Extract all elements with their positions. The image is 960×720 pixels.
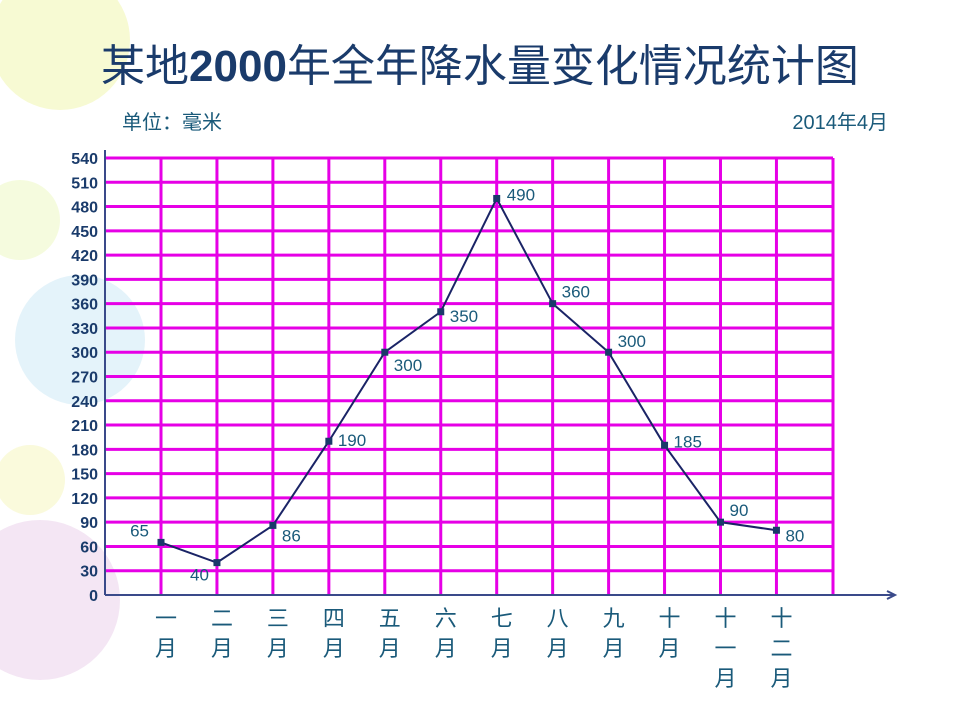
data-point-marker (213, 559, 221, 567)
data-label: 300 (618, 332, 646, 351)
x-category-label: 八 (547, 607, 569, 632)
data-label: 80 (785, 526, 804, 545)
y-axis-ticks: 0 30 60 90 120 150 180 210 240 270 300 330 360 390 420… (71, 151, 98, 605)
y-tick-label: 480 (71, 200, 98, 217)
precipitation-series: 65 40 86 190 300 350 490 360 300 185 90 80 (130, 185, 804, 584)
x-category-label: 十 (659, 607, 681, 632)
page-title: 某地2000年全年降水量变化情况统计图 (101, 41, 859, 92)
date-label: 2014年4月 (792, 112, 888, 134)
x-category-label: 六 (435, 607, 457, 632)
x-category-label: 一 (714, 637, 736, 662)
x-category-label: 四 (323, 607, 345, 632)
y-tick-label: 540 (71, 151, 98, 168)
y-tick-label: 510 (71, 175, 98, 192)
x-category-label: 九 (603, 607, 625, 632)
x-axis-arrow (886, 590, 898, 600)
data-point-marker (269, 521, 277, 529)
data-point-marker (493, 194, 501, 202)
x-category-label: 月 (211, 637, 233, 662)
data-point-marker (605, 348, 613, 356)
balloon-decoration (0, 445, 65, 515)
y-tick-label: 30 (80, 564, 98, 581)
x-category-label: 月 (155, 637, 177, 662)
data-label: 350 (450, 307, 478, 326)
data-point-marker (381, 348, 389, 356)
chart-grid (105, 156, 835, 595)
x-category-label: 三 (267, 607, 289, 632)
balloon-decoration (0, 520, 120, 680)
y-tick-label: 330 (71, 321, 98, 338)
x-category-label: 月 (714, 667, 736, 692)
data-point-marker (661, 441, 669, 449)
x-category-label: 二 (211, 607, 233, 632)
balloon-decoration (15, 275, 145, 405)
y-tick-label: 60 (80, 539, 98, 556)
x-category-label: 一 (155, 607, 177, 632)
data-point-marker (772, 526, 780, 534)
y-tick-label: 150 (71, 467, 98, 484)
y-tick-label: 390 (71, 272, 98, 289)
balloon-decoration (0, 180, 60, 260)
data-label: 300 (394, 356, 422, 375)
data-point-marker (549, 300, 557, 308)
data-label: 86 (282, 526, 301, 545)
data-label: 185 (674, 432, 702, 451)
y-tick-label: 420 (71, 248, 98, 265)
data-point-marker (717, 518, 724, 526)
x-category-label: 月 (659, 637, 681, 662)
x-category-label: 二 (770, 637, 792, 662)
y-tick-label: 120 (71, 491, 98, 508)
chart-axes (104, 150, 898, 600)
data-point-marker (157, 538, 165, 546)
data-point-marker (437, 308, 445, 316)
x-category-label: 十 (770, 607, 792, 632)
y-tick-label: 270 (71, 370, 98, 387)
x-category-label: 十 (714, 607, 736, 632)
x-category-label: 七 (491, 607, 513, 632)
y-tick-label: 360 (71, 297, 98, 314)
x-category-label: 月 (323, 637, 345, 662)
y-tick-label: 90 (80, 515, 98, 532)
x-category-label: 月 (547, 637, 569, 662)
data-label: 360 (562, 283, 590, 302)
data-label: 40 (190, 566, 209, 585)
series-line (160, 196, 777, 564)
y-tick-label: 300 (71, 345, 98, 362)
balloon-decoration (0, 0, 130, 110)
data-label: 90 (730, 501, 749, 520)
y-tick-label: 180 (71, 442, 98, 459)
data-label: 190 (338, 431, 366, 450)
x-category-label: 月 (491, 637, 513, 662)
x-category-label: 月 (435, 637, 457, 662)
x-category-label: 月 (770, 667, 792, 692)
y-tick-label: 240 (71, 394, 98, 411)
data-point-marker (325, 437, 333, 445)
x-category-label: 月 (267, 637, 289, 662)
data-label: 490 (507, 185, 535, 204)
data-label: 65 (130, 521, 149, 540)
x-category-label: 月 (379, 637, 401, 662)
y-tick-label: 0 (89, 588, 98, 605)
y-tick-label: 210 (71, 418, 98, 435)
unit-label: 单位：毫米 (122, 110, 222, 134)
x-category-label: 五 (379, 607, 401, 632)
y-tick-label: 450 (71, 224, 98, 241)
x-category-label: 月 (603, 637, 625, 662)
